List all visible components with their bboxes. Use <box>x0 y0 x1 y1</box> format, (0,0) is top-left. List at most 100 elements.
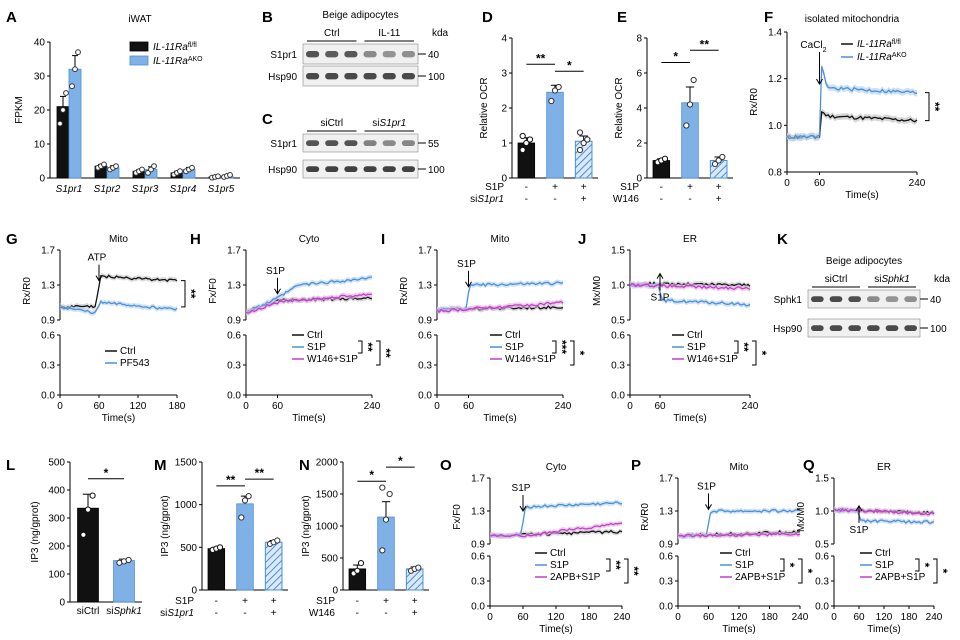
panel-g: 0.9 1.3 1.7 0.0 0.3 0.6 0 60 120 180 Time(s) Rx/R0 M… <box>22 234 198 424</box>
y-tick-label: 500 <box>48 458 65 469</box>
data-point <box>238 514 245 521</box>
legend-label: IL-11RaAKO <box>153 56 203 68</box>
panel-label-c: C <box>262 111 273 128</box>
y-tick-label: 0.6 <box>418 331 432 342</box>
blot-band <box>811 325 824 332</box>
x-tick-label: 240 <box>792 612 809 623</box>
legend-label: S1P <box>687 342 706 353</box>
y-axis-label: Rx/R0 <box>640 503 651 531</box>
data-point <box>177 168 183 175</box>
row-label: W146 <box>613 194 640 205</box>
y-tick-label: 0.9 <box>659 540 673 551</box>
bar-1 <box>546 91 564 179</box>
trace-2apb-s1p <box>677 532 801 538</box>
group-label: siCtrl <box>825 274 848 285</box>
bar-1 <box>377 516 395 591</box>
sig-bracket <box>570 340 575 366</box>
row-sign: + <box>271 608 277 619</box>
panel-label-h: H <box>190 231 201 248</box>
sig-bracket <box>925 92 930 122</box>
panel-title: Mito <box>730 462 749 473</box>
sig-bracket <box>798 558 803 584</box>
row-label: siS1pr1 <box>470 194 504 205</box>
y-tick-label: 0.3 <box>659 577 673 588</box>
row-label: S1P <box>316 596 335 607</box>
data-point <box>715 157 722 164</box>
y-axis-label: Fx/F0 <box>452 504 463 530</box>
legend-label: IL-11Rafl/fl <box>153 42 197 54</box>
blot-row-label: Hsp90 <box>268 72 297 83</box>
arrow-icon <box>705 504 712 511</box>
y-tick-label: 0.9 <box>41 316 55 327</box>
blot-band <box>344 73 358 80</box>
arrow-icon <box>656 272 664 279</box>
arrow-icon <box>816 78 823 85</box>
y-tick-label: 6 <box>636 69 642 80</box>
blot-membrane <box>302 133 419 153</box>
row-sign: - <box>553 194 556 205</box>
row-sign: - <box>356 608 359 619</box>
x-tick-label: 60 <box>463 401 475 412</box>
blot-band <box>904 325 917 332</box>
panel-label-k: K <box>777 231 788 248</box>
trace-s1p <box>245 276 372 314</box>
data-point <box>60 107 66 113</box>
data-point <box>551 87 559 94</box>
group-label: siSphk1 <box>874 274 910 285</box>
x-tick-label: 120 <box>876 612 893 623</box>
y-tick-label: 1.4 <box>768 28 782 39</box>
data-point <box>125 556 132 564</box>
annotation-label: S1P <box>512 483 531 494</box>
group-label: siCtrl <box>320 118 343 129</box>
row-label: W146 <box>309 608 336 619</box>
row-label: siS1pr1 <box>160 608 194 619</box>
blot-band <box>363 140 377 147</box>
y-tick-label: 10 <box>34 140 46 151</box>
y-tick-label: 1.5 <box>611 246 625 257</box>
blot-band <box>885 296 899 303</box>
blot-band <box>829 296 843 303</box>
sig-bracket <box>552 340 557 354</box>
bar-2 <box>574 140 593 179</box>
kda-label: 40 <box>428 50 440 61</box>
panel-p: 0.9 1.3 1.7 0.0 0.3 0.6 0 60 120 180 240 Time(s) Rx/… <box>640 462 815 635</box>
row-sign: - <box>525 182 528 193</box>
bar-s1pr1-0 <box>56 106 70 179</box>
data-point <box>523 139 530 147</box>
blot-band <box>382 73 396 80</box>
data-point <box>382 516 390 523</box>
x-tick-label: 180 <box>169 401 186 412</box>
legend-label: 2APB+S1P <box>875 572 926 583</box>
blot-band <box>344 166 358 173</box>
y-tick-label: 100 <box>48 570 65 581</box>
blot-band <box>325 51 339 58</box>
blot-membrane <box>302 159 419 179</box>
x-tick-label: 0 <box>831 612 837 623</box>
panel-label-m: M <box>154 457 167 474</box>
data-point <box>548 97 555 105</box>
y-tick-label: 200 <box>48 542 65 553</box>
y-axis-label: Mx/M0 <box>796 502 807 532</box>
blot-band <box>867 296 880 303</box>
sig-mark: ** <box>536 51 546 65</box>
y-tick-label: 0 <box>191 586 197 597</box>
sig-mark: ** <box>184 289 198 299</box>
arrow-icon <box>465 281 472 288</box>
bar-0 <box>207 548 226 591</box>
y-tick-label: 0.0 <box>659 602 673 613</box>
y-tick-label: 1.3 <box>418 281 432 292</box>
y-tick-label: 0.6 <box>611 331 625 342</box>
data-point <box>354 567 361 574</box>
panel-title: iWAT <box>128 14 151 25</box>
data-point <box>661 155 669 162</box>
x-axis-label: Time(s) <box>722 624 756 635</box>
annotation-label: S1P <box>697 481 716 492</box>
data-point <box>227 172 233 178</box>
blot-band <box>401 140 415 147</box>
blot-row-label: Hsp90 <box>773 324 802 335</box>
panel-title: Cyto <box>546 462 567 473</box>
panel-label-j: J <box>578 231 586 248</box>
sig-bracket <box>606 558 611 572</box>
